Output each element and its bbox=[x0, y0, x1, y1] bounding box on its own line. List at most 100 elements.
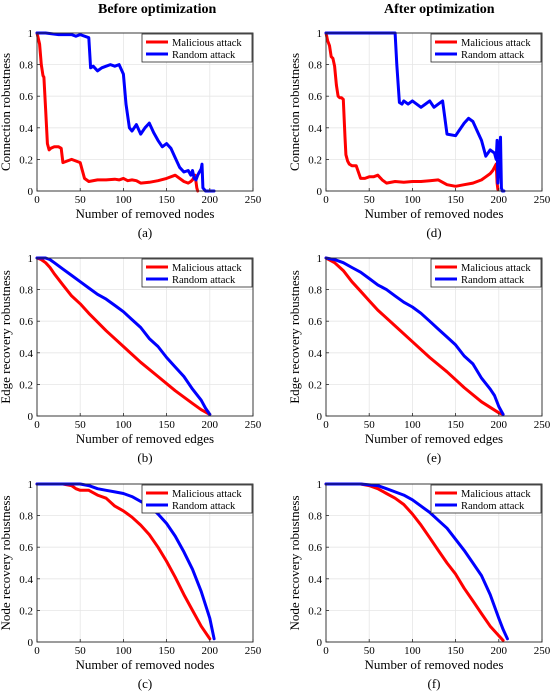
chart-panel: 0 50 100 150 200 250 0 0.2 0.4 0.6 0.8 1 Number of r… bbox=[287, 28, 550, 240]
x-tick-label: 150 bbox=[158, 419, 175, 431]
y-tick-label: 0.2 bbox=[19, 154, 33, 166]
series-line bbox=[35, 256, 212, 416]
y-tick-label: 0 bbox=[317, 186, 323, 198]
x-tick-label: 0 bbox=[323, 194, 329, 206]
x-tick-label: 150 bbox=[447, 419, 464, 431]
y-tick-label: 0.6 bbox=[19, 542, 33, 554]
legend-box bbox=[141, 484, 253, 514]
y-tick-label: 0.6 bbox=[19, 316, 33, 328]
y-axis-label: Node recovery robustness bbox=[0, 495, 13, 630]
x-axis-label: Number of removed nodes bbox=[76, 206, 215, 221]
x-tick-label: 0 bbox=[323, 645, 329, 657]
legend-entry: Malicious attack bbox=[461, 263, 531, 274]
chart-panel: 0 50 100 150 200 250 0 0.2 0.4 0.6 0.8 1 Number of r… bbox=[0, 253, 262, 465]
x-tick-label: 100 bbox=[115, 645, 132, 657]
panel-label: (a) bbox=[138, 225, 152, 240]
chart-panel: 0 50 100 150 200 250 0 0.2 0.4 0.6 0.8 1 Number of r… bbox=[0, 479, 262, 691]
y-tick-label: 0.4 bbox=[308, 348, 322, 360]
legend-entry: Malicious attack bbox=[461, 489, 531, 500]
y-tick-label: 1 bbox=[28, 479, 34, 491]
legend-entry: Malicious attack bbox=[172, 38, 242, 49]
x-axis-label: Number of removed edges bbox=[76, 431, 214, 446]
series-line bbox=[35, 482, 212, 641]
x-tick-label: 100 bbox=[404, 194, 421, 206]
panel-label: (b) bbox=[137, 450, 152, 465]
axes-frame bbox=[36, 483, 254, 643]
y-tick-label: 0.6 bbox=[308, 316, 322, 328]
series-line bbox=[324, 256, 505, 416]
y-tick-label: 1 bbox=[317, 28, 323, 40]
x-tick-label: 100 bbox=[404, 645, 421, 657]
y-axis-label: Connection robustness bbox=[0, 53, 13, 171]
x-tick-label: 250 bbox=[534, 645, 550, 657]
axes-frame bbox=[325, 257, 543, 417]
x-tick-label: 50 bbox=[75, 194, 87, 206]
x-axis-label: Number of removed edges bbox=[365, 431, 503, 446]
y-tick-label: 1 bbox=[317, 253, 323, 265]
axes-frame bbox=[325, 32, 543, 192]
x-tick-label: 0 bbox=[323, 419, 329, 431]
y-tick-label: 0.4 bbox=[19, 123, 33, 135]
x-axis-label: Number of removed nodes bbox=[365, 657, 504, 672]
axes-frame bbox=[325, 483, 543, 643]
x-tick-label: 100 bbox=[115, 194, 132, 206]
panel-label: (d) bbox=[426, 225, 441, 240]
y-tick-label: 0.4 bbox=[308, 123, 322, 135]
x-tick-label: 250 bbox=[245, 645, 262, 657]
series-line bbox=[324, 31, 500, 191]
y-tick-label: 0 bbox=[317, 411, 323, 423]
series-line bbox=[324, 482, 509, 641]
legend-box bbox=[141, 33, 253, 63]
legend-entry: Random attack bbox=[172, 501, 236, 512]
chart-panel: 0 50 100 150 200 250 0 0.2 0.4 0.6 0.8 1 Number of r… bbox=[287, 479, 550, 691]
x-tick-label: 250 bbox=[534, 419, 550, 431]
series-line bbox=[324, 256, 505, 416]
y-tick-label: 0.8 bbox=[19, 511, 33, 523]
y-tick-label: 1 bbox=[28, 28, 34, 40]
y-tick-label: 0 bbox=[28, 186, 34, 198]
y-tick-label: 0.8 bbox=[308, 511, 322, 523]
panel-label: (e) bbox=[427, 450, 441, 465]
y-tick-label: 0.2 bbox=[308, 154, 322, 166]
legend-box bbox=[141, 258, 253, 288]
x-tick-label: 250 bbox=[534, 194, 550, 206]
panel-label: (c) bbox=[138, 676, 152, 691]
y-tick-label: 0 bbox=[28, 637, 34, 649]
y-tick-label: 0 bbox=[317, 637, 323, 649]
legend-entry: Random attack bbox=[461, 501, 525, 512]
x-tick-label: 50 bbox=[364, 419, 376, 431]
x-tick-label: 150 bbox=[158, 194, 175, 206]
x-tick-label: 200 bbox=[202, 194, 219, 206]
y-tick-label: 1 bbox=[317, 479, 323, 491]
series-line bbox=[35, 31, 200, 193]
x-axis-label: Number of removed nodes bbox=[365, 206, 504, 221]
legend-entry: Random attack bbox=[172, 50, 236, 61]
y-tick-label: 0.8 bbox=[308, 285, 322, 297]
y-tick-label: 0.4 bbox=[19, 574, 33, 586]
y-tick-label: 0.2 bbox=[19, 379, 33, 391]
y-axis-label: Edge recovery robustness bbox=[0, 270, 13, 404]
chart-panel: 0 50 100 150 200 250 0 0.2 0.4 0.6 0.8 1 Number of r… bbox=[0, 28, 262, 240]
x-tick-label: 150 bbox=[447, 194, 464, 206]
x-tick-label: 0 bbox=[34, 419, 40, 431]
y-tick-label: 0.6 bbox=[308, 542, 322, 554]
x-tick-label: 150 bbox=[447, 645, 464, 657]
x-tick-label: 200 bbox=[491, 419, 508, 431]
x-tick-label: 100 bbox=[115, 419, 132, 431]
x-tick-label: 250 bbox=[245, 194, 262, 206]
y-tick-label: 0.6 bbox=[308, 91, 322, 103]
chart-panel: 0 50 100 150 200 250 0 0.2 0.4 0.6 0.8 1 Number of r… bbox=[287, 253, 550, 465]
legend-entry: Random attack bbox=[461, 275, 525, 286]
x-tick-label: 150 bbox=[158, 645, 175, 657]
x-tick-label: 50 bbox=[364, 194, 376, 206]
axes-frame bbox=[36, 257, 254, 417]
legend-box bbox=[430, 484, 542, 514]
panel-label: (f) bbox=[428, 676, 441, 691]
x-tick-label: 200 bbox=[491, 645, 508, 657]
x-tick-label: 250 bbox=[245, 419, 262, 431]
legend-entry: Random attack bbox=[461, 50, 525, 61]
y-tick-label: 0.8 bbox=[19, 285, 33, 297]
y-axis-label: Connection robustness bbox=[287, 53, 302, 171]
x-tick-label: 200 bbox=[202, 419, 219, 431]
